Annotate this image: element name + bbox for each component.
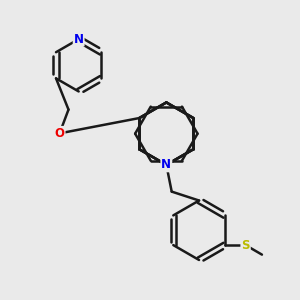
Text: S: S	[241, 238, 250, 252]
Text: O: O	[55, 127, 64, 140]
Text: N: N	[74, 33, 84, 46]
Text: N: N	[161, 158, 171, 171]
